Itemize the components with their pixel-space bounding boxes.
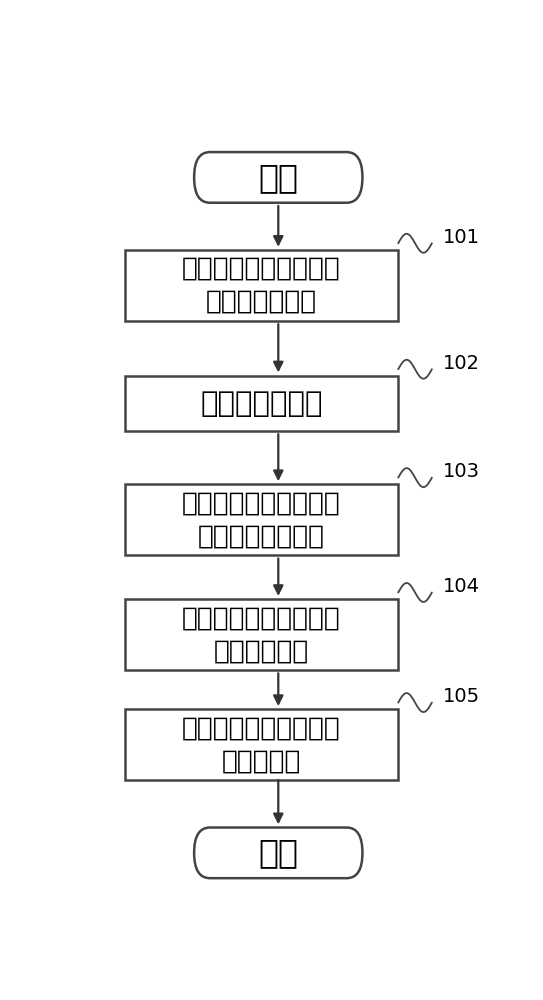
Text: 根据电压畸变特征，定
位故障桥臂: 根据电压畸变特征，定 位故障桥臂 (182, 715, 341, 774)
Text: 获取输出线电压: 获取输出线电压 (200, 390, 323, 418)
Text: 定义逆变器的故障线电
压的包络线函数: 定义逆变器的故障线电 压的包络线函数 (182, 256, 341, 315)
FancyBboxPatch shape (194, 828, 363, 878)
FancyBboxPatch shape (194, 152, 363, 203)
Bar (125, 599, 398, 670)
Bar (125, 376, 398, 431)
Text: 对线电压进行预处理，
获得有效故障信息: 对线电压进行预处理， 获得有效故障信息 (182, 490, 341, 549)
Text: 结束: 结束 (258, 836, 298, 869)
Text: 102: 102 (443, 354, 479, 373)
Text: 开始: 开始 (258, 161, 298, 194)
Text: 104: 104 (443, 577, 479, 596)
Text: 103: 103 (443, 462, 479, 481)
Text: 结合包络线函数，得到
电压畸变特征: 结合包络线函数，得到 电压畸变特征 (182, 605, 341, 664)
Bar (125, 709, 398, 780)
Bar (125, 250, 398, 321)
Text: 101: 101 (443, 228, 479, 247)
Text: 105: 105 (443, 687, 479, 706)
Bar (125, 484, 398, 555)
